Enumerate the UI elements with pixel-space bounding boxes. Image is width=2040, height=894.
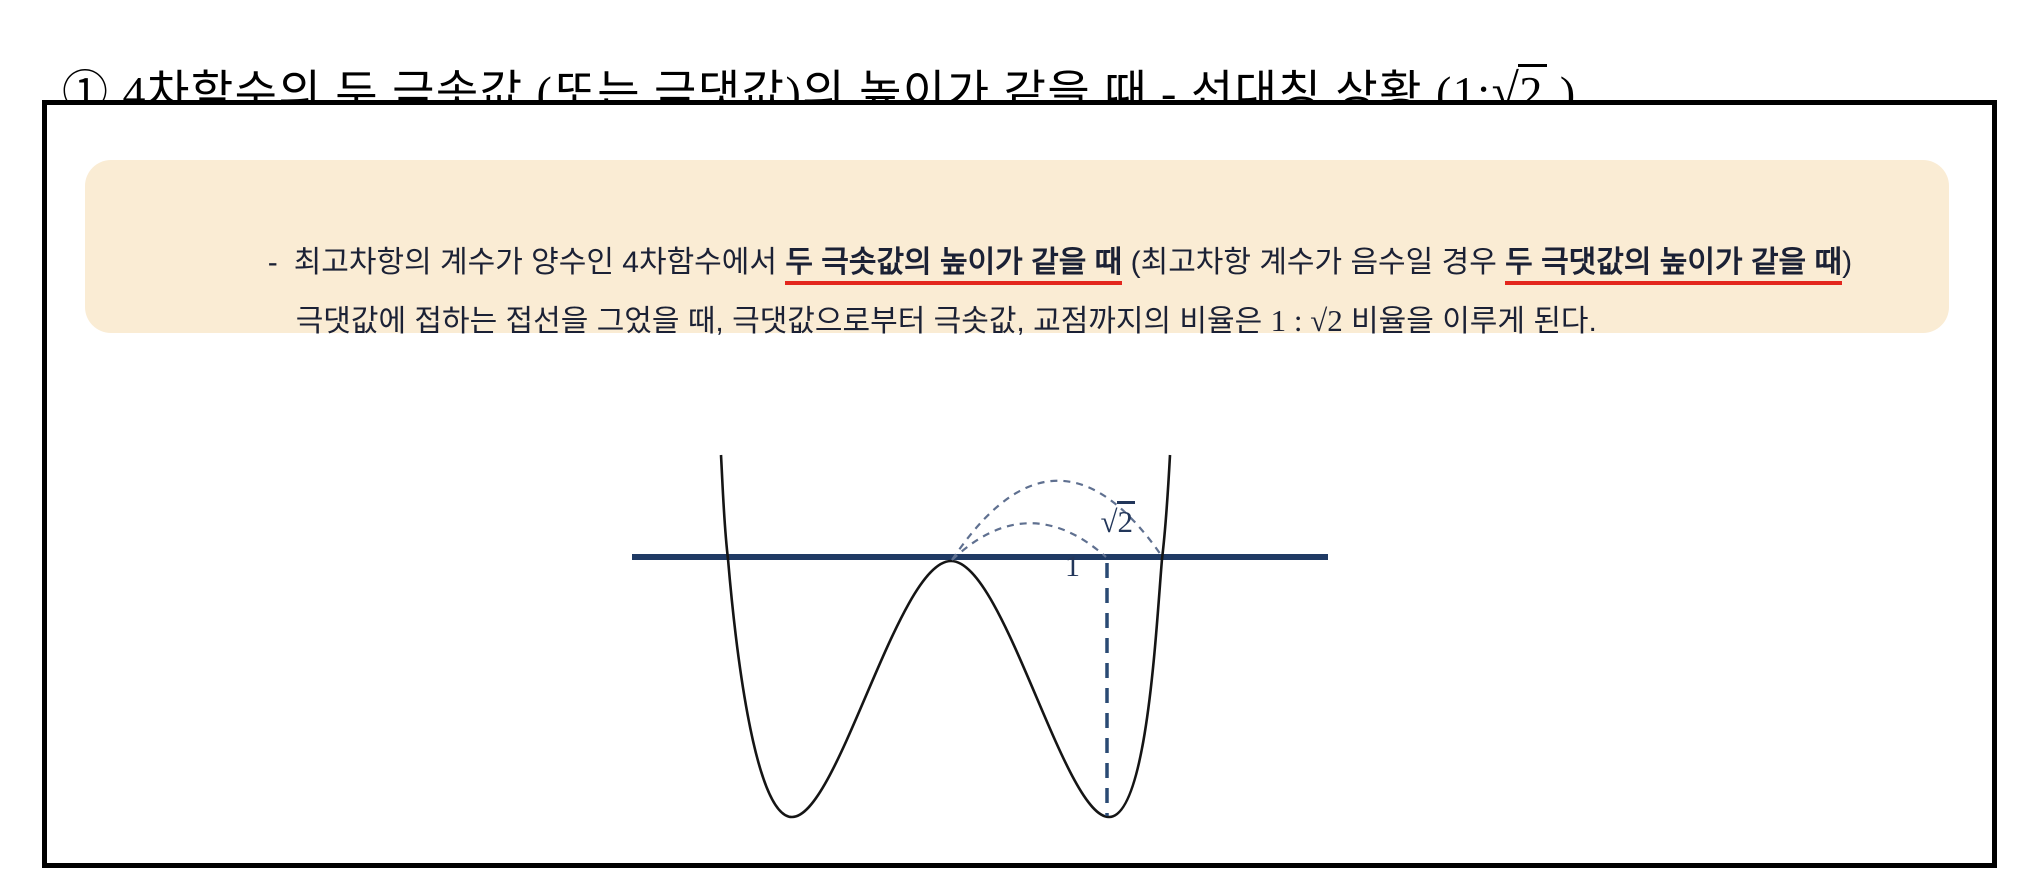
ratio-arc-large [951,479,1162,561]
ratio-one-text: 1 [1065,550,1080,583]
note-l2-text1: 극댓값에 접하는 접선을 그었을 때, 극댓값으로부터 극솟값, 교점까지의 비… [295,305,1271,338]
note-l1-text1: 최고차항의 계수가 양수인 4차함수에서 [293,246,786,279]
ratio-sqrt-sign: √ [1100,504,1118,539]
note-line-1: - 최고차항의 계수가 양수인 4차함수에서 두 극솟값의 높이가 같을 때 (최… [201,203,1852,323]
note-l2-sqrt-radicand: 2 [1327,303,1343,338]
ratio-arc-small [951,522,1107,561]
quartic-diagram-svg [632,454,1328,819]
note-l2-ratio-pre: 1 : [1270,303,1311,338]
content-box: - 최고차항의 계수가 양수인 4차함수에서 두 극솟값의 높이가 같을 때 (최… [42,100,1997,868]
note-l1-underlined2: 두 극댓값의 높이가 같을 때 [1505,246,1843,285]
note-l2-sqrt-sign: √ [1310,303,1328,338]
note-line-2: 극댓값에 접하는 접선을 그었을 때, 극댓값으로부터 극솟값, 교점까지의 비… [229,261,1597,382]
quartic-curve [719,454,1172,819]
quartic-function-diagram: 1 √2 [600,430,1360,870]
note-l1-text3: ) [1842,246,1853,279]
note-l1-underlined1: 두 극솟값의 높이가 같을 때 [785,246,1123,285]
ratio-sqrt-radicand: 2 [1116,501,1136,539]
note-bullet: - [267,246,278,279]
ratio-label-sqrt2: √2 [1054,468,1136,576]
note-l2-text2: 비율을 이루게 된다. [1342,305,1597,338]
note-l1-text2: (최고차항 계수가 음수일 경우 [1122,246,1506,279]
ratio-label-one: 1 [1020,516,1080,618]
note-callout: - 최고차항의 계수가 양수인 4차함수에서 두 극솟값의 높이가 같을 때 (최… [85,160,1949,338]
